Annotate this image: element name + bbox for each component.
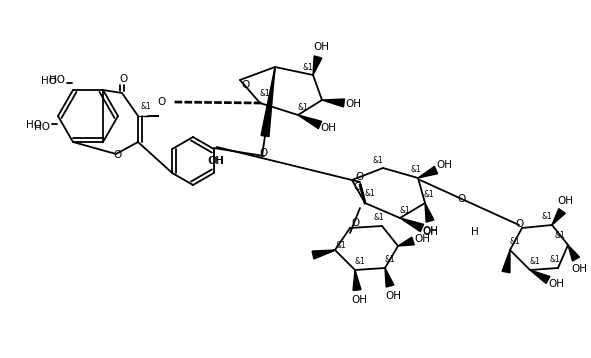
Polygon shape: [313, 56, 322, 75]
Polygon shape: [568, 245, 579, 261]
Polygon shape: [261, 67, 275, 136]
Text: &1: &1: [400, 205, 410, 214]
Text: HO: HO: [26, 120, 42, 130]
Text: O: O: [515, 219, 523, 229]
Text: OH: OH: [571, 264, 587, 274]
Text: OH: OH: [422, 226, 438, 236]
Text: OH: OH: [209, 156, 225, 166]
Polygon shape: [353, 270, 361, 290]
Text: HO: HO: [41, 76, 57, 86]
Text: H: H: [471, 227, 479, 237]
Text: O: O: [351, 218, 359, 228]
Polygon shape: [425, 203, 434, 222]
Text: &1: &1: [365, 189, 375, 198]
Text: &1: &1: [141, 102, 151, 111]
Text: &1: &1: [509, 237, 520, 247]
Text: OH: OH: [548, 279, 564, 289]
Text: OH: OH: [320, 123, 336, 133]
Text: &1: &1: [374, 213, 384, 222]
Text: O: O: [354, 182, 362, 192]
Text: O: O: [157, 97, 165, 107]
Text: OH: OH: [385, 291, 401, 301]
Text: OH: OH: [351, 295, 367, 305]
Text: HO: HO: [49, 75, 65, 85]
Polygon shape: [530, 270, 550, 284]
Text: &1: &1: [259, 88, 270, 97]
Polygon shape: [322, 99, 345, 107]
Polygon shape: [312, 250, 335, 259]
Text: O: O: [120, 74, 128, 84]
Polygon shape: [400, 218, 424, 232]
Polygon shape: [385, 268, 394, 287]
Text: O: O: [356, 172, 364, 182]
Text: &1: &1: [355, 257, 365, 266]
Text: &1: &1: [554, 232, 566, 241]
Text: HO: HO: [34, 122, 50, 132]
Text: OH: OH: [345, 99, 361, 109]
Text: O: O: [242, 80, 250, 90]
Polygon shape: [502, 250, 510, 273]
Text: &1: &1: [372, 155, 384, 164]
Polygon shape: [418, 166, 437, 178]
Text: OH: OH: [313, 42, 329, 52]
Text: OH: OH: [208, 156, 224, 166]
Text: &1: &1: [303, 63, 313, 72]
Text: O: O: [259, 148, 267, 158]
Text: &1: &1: [336, 241, 346, 250]
Text: &1: &1: [424, 189, 434, 198]
Text: OH: OH: [436, 160, 452, 170]
Text: &1: &1: [550, 255, 560, 263]
Text: O: O: [114, 150, 122, 160]
Polygon shape: [398, 237, 414, 246]
Text: &1: &1: [385, 256, 395, 265]
Text: &1: &1: [411, 164, 421, 174]
Text: OH: OH: [557, 196, 573, 206]
Text: OH: OH: [414, 234, 430, 244]
Text: &1: &1: [530, 257, 540, 266]
Text: OH: OH: [422, 227, 438, 237]
Polygon shape: [552, 209, 565, 225]
Text: O: O: [458, 194, 466, 204]
Polygon shape: [298, 115, 322, 129]
Text: &1: &1: [541, 212, 553, 221]
Text: &1: &1: [298, 102, 309, 111]
